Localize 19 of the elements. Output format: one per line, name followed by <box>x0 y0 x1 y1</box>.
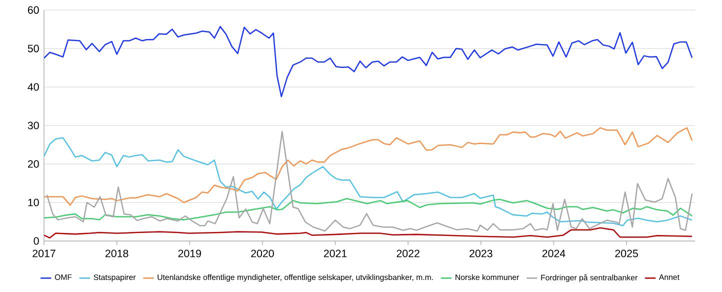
x-tick-label: 2022 <box>396 250 420 258</box>
line-series <box>44 227 693 239</box>
y-tick-label: 60 <box>28 6 39 14</box>
y-tick-label: 40 <box>28 83 39 91</box>
x-tick-label: 2023 <box>470 250 492 258</box>
x-tick-label: 2025 <box>615 250 638 258</box>
y-tick-label: 50 <box>28 44 39 52</box>
x-tick-label: 2017 <box>32 250 56 258</box>
line-series <box>44 26 693 98</box>
x-tick-label: 2020 <box>251 250 274 258</box>
y-tick-label: 20 <box>28 160 39 168</box>
x-tick-label: 2021 <box>324 250 347 258</box>
x-tick-label: 2019 <box>178 250 201 258</box>
line-series <box>44 198 693 220</box>
x-tick-label: 2024 <box>542 250 566 258</box>
y-tick-label: 0 <box>34 237 39 245</box>
x-tick-label: 2018 <box>106 250 128 258</box>
y-tick-label: 30 <box>28 122 39 130</box>
y-tick-label: 10 <box>28 198 39 206</box>
